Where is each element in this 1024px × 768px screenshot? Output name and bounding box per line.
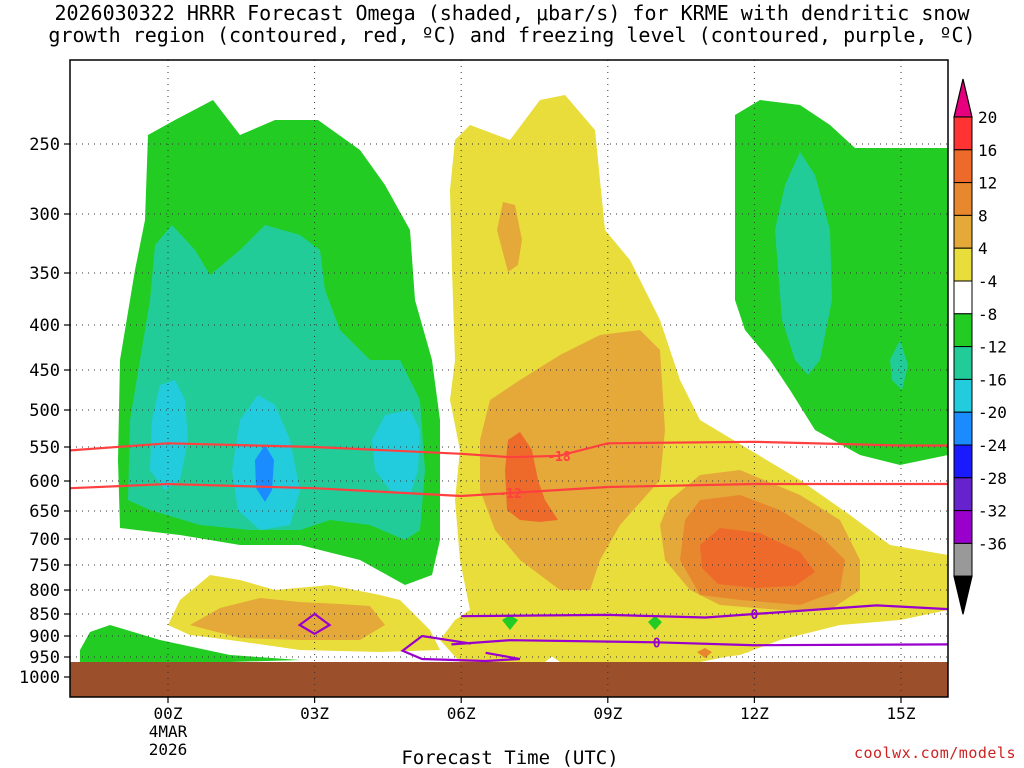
y-tick-label: 450 [29, 361, 60, 381]
x-tick-label: 00Z [154, 704, 183, 723]
title-line-2: growth region (contoured, red, ºC) and f… [48, 23, 976, 47]
colorbar-label: -12 [978, 338, 1007, 357]
freezing-level-contour-label: 0 [653, 636, 661, 651]
chart-title: 2026030322 HRRR Forecast Omega (shaded, … [0, 2, 1024, 46]
omega-region-orange-light-main [480, 330, 665, 590]
colorbar-label: -16 [978, 370, 1007, 389]
plot-area: -18 -12 0 0 [70, 60, 948, 697]
freezing-level-contour-line [451, 639, 948, 647]
temperature-contour-label: -18 [547, 450, 571, 465]
colorbar-bin [953, 411, 973, 446]
grid [70, 60, 948, 697]
terrain [70, 662, 948, 697]
colorbar-bin [953, 346, 973, 380]
omega-region-orange-dark-main [505, 432, 558, 522]
omega-blob-orange-ground [697, 648, 712, 658]
colorbar-label: 12 [978, 174, 997, 193]
colorbar-bin [953, 214, 973, 249]
omega-region-orange-dark-main-hi [700, 528, 815, 588]
y-tick-label: 900 [29, 627, 60, 647]
colorbar-label: -24 [978, 436, 1007, 455]
colorbar-bin [953, 182, 973, 216]
colorbar-label: 20 [978, 108, 997, 127]
freezing-level-contour-line [461, 604, 948, 619]
colorbar-label: -32 [978, 502, 1007, 521]
x-tick-date: 4MAR [149, 722, 188, 741]
omega-region-orange-light-upper [497, 202, 522, 272]
y-tick-label: 650 [29, 502, 60, 522]
y-tick-label: 400 [29, 316, 60, 336]
colorbar-bin [953, 510, 973, 544]
colorbar-label: -36 [978, 534, 1007, 553]
freezing-level-contour-label: 0 [750, 608, 758, 623]
x-tick-label: 09Z [593, 704, 622, 723]
colorbar-bin [953, 313, 973, 348]
y-tick-label: 750 [29, 556, 60, 576]
colorbar-bin [953, 116, 973, 151]
y-tick-label: 800 [29, 581, 60, 601]
y-axis: 2503003504004505005506006507007508008509… [19, 135, 70, 688]
omega-region-green-bottom [80, 625, 300, 662]
temperature-contour-line [70, 482, 948, 498]
y-tick-label: 550 [29, 438, 60, 458]
y-tick-label: 1000 [19, 668, 60, 688]
watermark: coolwx.com/models [853, 744, 1016, 762]
colorbar-bin [953, 575, 973, 615]
omega-region-orange-light-low [190, 598, 385, 640]
y-tick-label: 850 [29, 605, 60, 625]
colorbar-label: -8 [978, 305, 997, 324]
omega-region-teal-right-small [890, 340, 908, 390]
omega-region-cyan-left [150, 380, 188, 490]
colorbar-label: 8 [978, 206, 988, 225]
omega-region-teal-right [775, 152, 832, 375]
x-tick-label: 12Z [740, 704, 769, 723]
temperature-contour-label: -12 [498, 487, 521, 502]
freezing-level-contour-loop [400, 634, 521, 663]
x-axis-label: Forecast Time (UTC) [401, 747, 618, 768]
colorbar-bin [953, 378, 973, 413]
colorbar-label: -28 [978, 469, 1007, 488]
colorbar-label: 16 [978, 141, 997, 160]
colorbar-bin [953, 444, 973, 479]
x-tick-label: 03Z [300, 704, 329, 723]
temperature-contour-line [70, 440, 948, 459]
omega-blob-green-1 [502, 615, 518, 630]
colorbar-bin [953, 247, 973, 282]
x-tick-label: 15Z [887, 704, 916, 723]
y-tick-label: 300 [29, 205, 60, 225]
contours: -18 -12 0 0 [70, 440, 948, 663]
colorbar: 20 16 12 8 4 -4 -8 -12 -16 -20 -24 -28 -32 -36 [953, 78, 1007, 615]
y-tick-label: 600 [29, 472, 60, 492]
colorbar-bin [953, 477, 973, 512]
colorbar-bin [953, 78, 973, 118]
colorbar-bin [953, 280, 973, 315]
y-tick-label: 250 [29, 135, 60, 155]
y-tick-label: 950 [29, 648, 60, 668]
omega-region-yellow-ground [545, 640, 750, 662]
y-tick-label: 500 [29, 401, 60, 421]
x-tick-label: 06Z [447, 704, 476, 723]
colorbar-bin [953, 149, 973, 184]
omega-region-teal-left [128, 225, 425, 540]
omega-blob-green-2 [648, 616, 662, 630]
freezing-level-contour-closed [297, 612, 332, 636]
colorbar-bin [953, 542, 973, 577]
x-tick-year: 2026 [149, 740, 188, 759]
colorbar-label: -4 [978, 272, 997, 291]
omega-region-cyan-right [372, 410, 420, 495]
plot-frame [69, 59, 949, 698]
omega-shading [80, 95, 948, 662]
colorbar-label: 4 [978, 239, 988, 258]
y-tick-label: 350 [29, 264, 60, 284]
y-tick-label: 700 [29, 530, 60, 550]
title-line-1: 2026030322 HRRR Forecast Omega (shaded, … [54, 1, 970, 25]
colorbar-label: -20 [978, 403, 1007, 422]
